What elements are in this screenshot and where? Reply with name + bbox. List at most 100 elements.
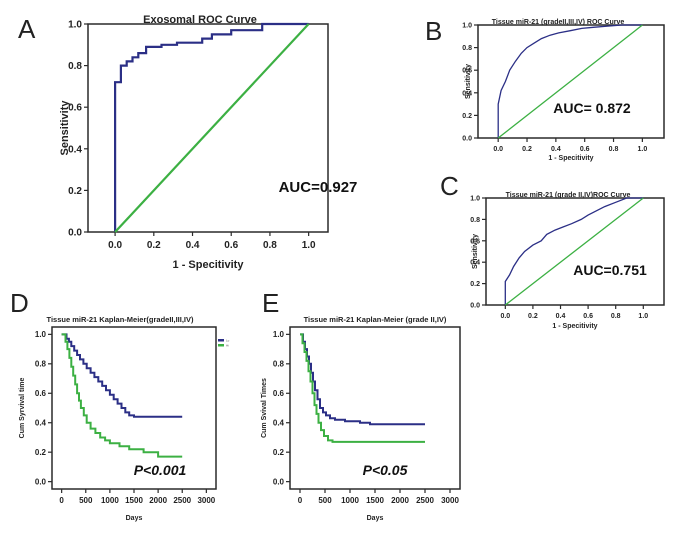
- y-axis-label: Sensitivity: [465, 64, 472, 99]
- y-tick-label: 0.0: [470, 302, 480, 309]
- series-line-low: [61, 333, 183, 458]
- x-tick-label: 0.4: [186, 240, 200, 251]
- annotation: AUC= 0.872: [553, 100, 631, 116]
- series-line-reference: [504, 197, 644, 306]
- y-tick-label: 0.6: [470, 238, 480, 245]
- x-tick-label: 1500: [125, 496, 143, 505]
- y-tick-label: 0.4: [273, 419, 285, 428]
- x-axis-label: Days: [126, 515, 143, 522]
- y-axis-label: Cum Svival Times: [261, 378, 268, 438]
- x-axis-label: 1 - Specitivity: [173, 259, 245, 271]
- chart-title: Tissue miR-21 Kaplan-Meier(gradeII,III,I…: [47, 315, 194, 324]
- chart-title: Tissue miR-21 (grade II,IV)ROC Curve: [506, 192, 631, 199]
- x-tick-label: 0.8: [611, 313, 621, 320]
- y-tick-label: 0.8: [68, 61, 82, 72]
- y-tick-label: 0.4: [68, 144, 82, 155]
- panel-letter-d: D: [10, 288, 29, 318]
- x-tick-label: 1.0: [302, 240, 316, 251]
- panel-letter-e: E: [262, 288, 279, 318]
- y-tick-label: 0.6: [35, 389, 47, 398]
- y-tick-label: 1.0: [35, 330, 47, 339]
- x-tick-label: 0.8: [263, 240, 277, 251]
- y-tick-label: 1.0: [470, 195, 480, 202]
- y-tick-label: 0.6: [273, 389, 285, 398]
- legend-swatch: [218, 344, 224, 347]
- x-tick-label: 0.8: [609, 146, 619, 153]
- annotation: P<0.001: [134, 462, 187, 478]
- x-tick-label: 0.6: [583, 313, 593, 320]
- chart-title: Tissue miR-21 Kaplan-Meier (grade II,IV): [304, 315, 447, 324]
- y-tick-label: 0.0: [35, 477, 47, 486]
- plot-frame: [87, 23, 329, 233]
- y-tick-label: 0.8: [462, 45, 472, 52]
- x-tick-label: 3000: [197, 496, 215, 505]
- x-tick-label: 0.2: [147, 240, 161, 251]
- legend-swatch: [218, 339, 224, 342]
- y-tick-label: 0.4: [35, 419, 47, 428]
- x-tick-label: 0.4: [556, 313, 566, 320]
- y-tick-label: 0.6: [462, 68, 472, 75]
- y-tick-label: 0.2: [68, 186, 82, 197]
- x-tick-label: 1.0: [638, 146, 648, 153]
- legend-label: Hi: [226, 344, 229, 348]
- x-axis-label: Days: [367, 515, 384, 522]
- x-tick-label: 3000: [441, 496, 459, 505]
- y-tick-label: 0.6: [68, 103, 82, 114]
- roc-chart-tissue-grade-2-4: Tissue miR-21 (grade II,IV)ROC Curve 0.0 0…: [470, 192, 665, 330]
- series-line-roc: [497, 24, 643, 138]
- x-tick-label: 0.0: [108, 240, 122, 251]
- y-tick-label: 0.8: [470, 217, 480, 224]
- y-tick-label: 1.0: [462, 22, 472, 29]
- x-axis-label: 1 - Specitivity: [548, 155, 593, 162]
- x-tick-label: 0.6: [224, 240, 238, 251]
- km-chart-tissue-grade-2-3-4: Tissue miR-21 Kaplan-Meier(gradeII,III,I…: [19, 315, 230, 522]
- x-axis-label: 1 - Specitivity: [552, 323, 597, 330]
- km-chart-tissue-grade-2-4: Tissue miR-21 Kaplan-Meier (grade II,IV)…: [261, 315, 461, 522]
- x-tick-label: 0: [298, 496, 303, 505]
- y-axis-label: Sensitivity: [59, 100, 71, 156]
- x-tick-label: 2500: [173, 496, 191, 505]
- x-tick-label: 0.2: [522, 146, 532, 153]
- x-tick-label: 500: [79, 496, 93, 505]
- panel-letter-b: B: [425, 16, 442, 46]
- y-tick-label: 0.0: [462, 135, 472, 142]
- x-tick-label: 0.0: [500, 313, 510, 320]
- panel-letter-a: A: [18, 14, 36, 44]
- x-tick-label: 1.0: [638, 313, 648, 320]
- y-axis-label: Cum Syrvival time: [19, 378, 26, 439]
- y-tick-label: 0.2: [462, 113, 472, 120]
- annotation: AUC=0.751: [573, 262, 647, 278]
- y-tick-label: 0.4: [470, 260, 480, 267]
- y-tick-label: 1.0: [273, 330, 285, 339]
- x-tick-label: 1500: [366, 496, 384, 505]
- chart-title: Exosomal ROC Curve: [143, 14, 257, 26]
- legend-label: Lo: [226, 339, 230, 343]
- y-tick-label: 0.2: [470, 281, 480, 288]
- series-line-roc: [114, 22, 309, 232]
- x-tick-label: 1000: [101, 496, 119, 505]
- y-tick-label: 0.8: [35, 360, 47, 369]
- y-tick-label: 0.0: [68, 228, 82, 239]
- roc-chart-tissue-grade-2-3-4: Tissue miR-21 (gradeII,III,IV) ROC Curve…: [462, 19, 665, 162]
- series-line-low: [300, 333, 425, 443]
- x-tick-label: 0.4: [551, 146, 561, 153]
- x-tick-label: 2000: [391, 496, 409, 505]
- plot-frame: [289, 326, 461, 490]
- chart-title: Tissue miR-21 (gradeII,III,IV) ROC Curve: [492, 19, 625, 26]
- panel-letter-c: C: [440, 171, 459, 201]
- series-line-reference: [114, 23, 310, 233]
- roc-chart-exosomal: Exosomal ROC Curve 0.0 0.2 0.4 0.6 0.8 1.0 0.0 0…: [59, 14, 357, 271]
- x-tick-label: 0.2: [528, 313, 538, 320]
- y-tick-label: 0.2: [273, 448, 285, 457]
- y-tick-label: 0.0: [273, 477, 285, 486]
- y-axis-label: Sensitivity: [472, 234, 479, 269]
- x-tick-label: 2500: [416, 496, 434, 505]
- y-tick-label: 1.0: [68, 20, 82, 31]
- x-tick-label: 0.6: [580, 146, 590, 153]
- x-tick-label: 500: [318, 496, 332, 505]
- y-tick-label: 0.8: [273, 360, 285, 369]
- annotation: P<0.05: [363, 462, 408, 478]
- series-line-roc: [504, 197, 644, 305]
- x-tick-label: 0: [59, 496, 64, 505]
